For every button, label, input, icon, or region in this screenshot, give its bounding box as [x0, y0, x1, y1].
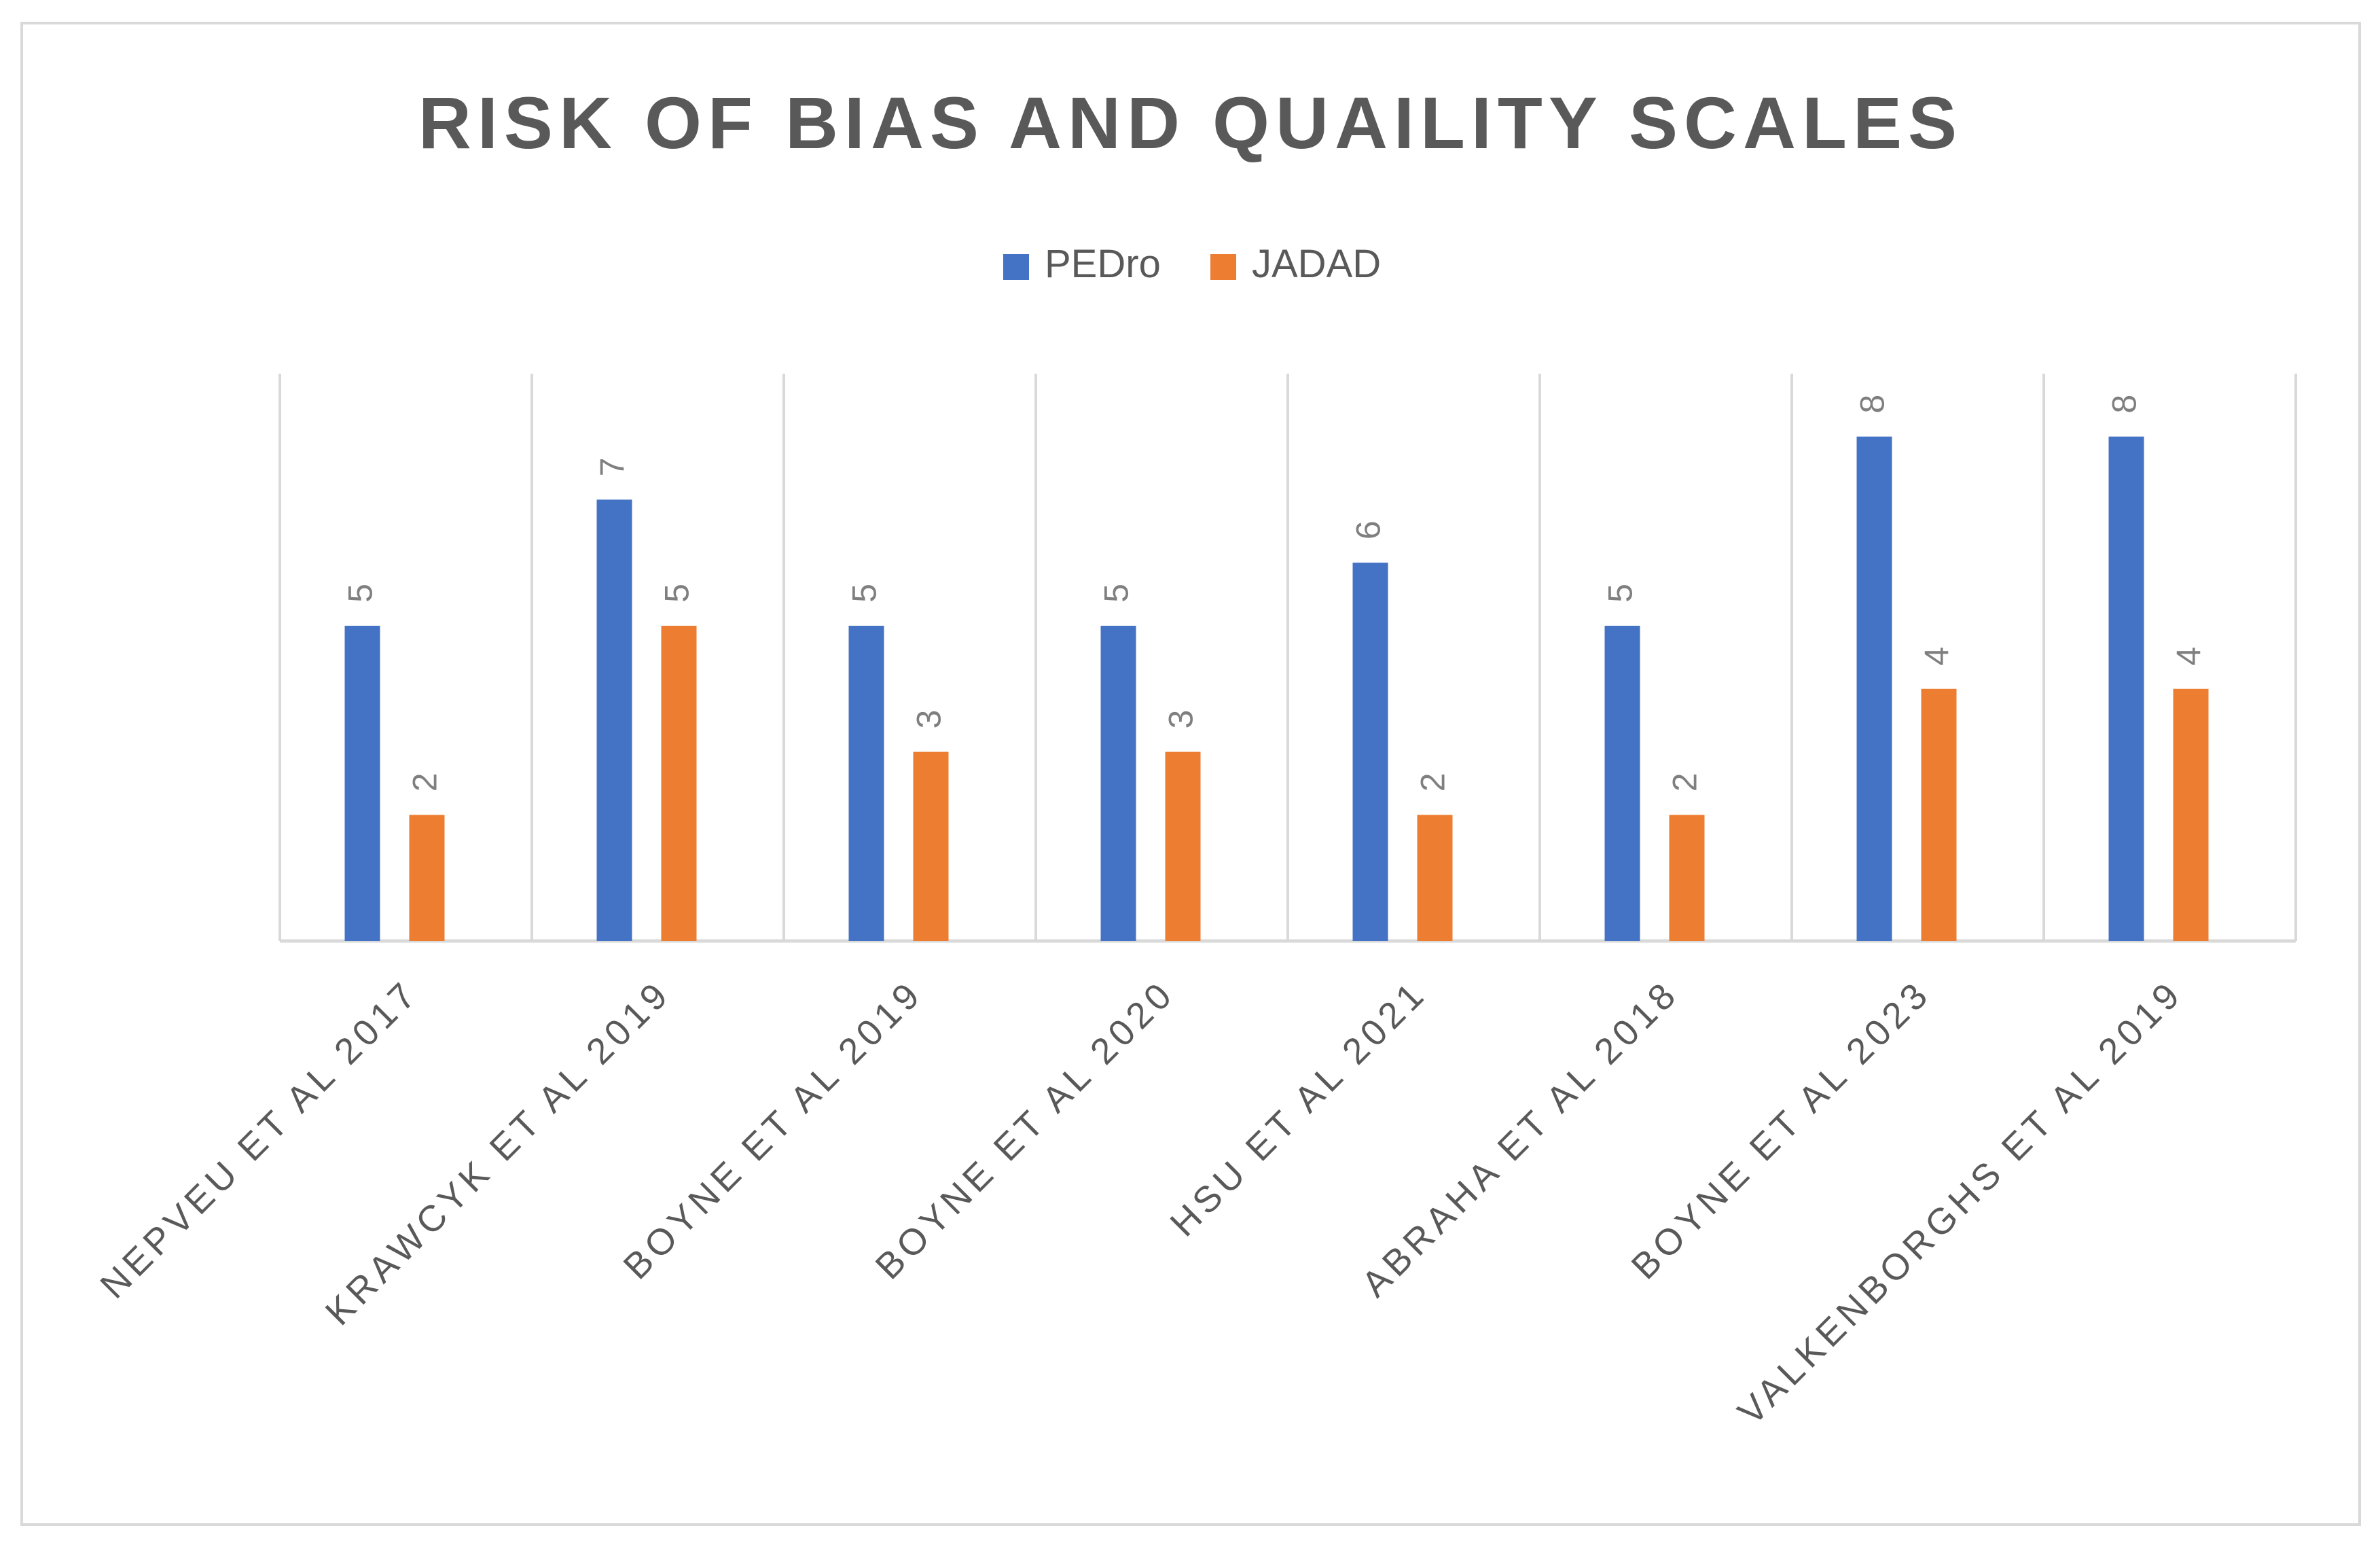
data-label-pedro: 6	[1350, 520, 1388, 539]
bar-jadad	[1165, 751, 1201, 941]
bar-pedro	[344, 626, 380, 941]
data-label-pedro: 5	[342, 584, 380, 603]
legend: PEDro JADAD	[1003, 242, 1381, 286]
data-label-jadad: 2	[406, 772, 444, 792]
data-label-jadad: 3	[1162, 710, 1200, 729]
data-labels: 5 2 7 5 5 3 5 3 6 2 5 2 8 4 8 4	[342, 395, 2208, 792]
bar-jadad	[661, 626, 697, 941]
bar-jadad	[1669, 815, 1705, 941]
data-label-pedro: 5	[846, 584, 884, 603]
data-label-jadad: 5	[658, 584, 696, 603]
data-label-pedro: 7	[594, 457, 632, 476]
bar-jadad	[913, 751, 949, 941]
data-label-pedro: 5	[1602, 584, 1640, 603]
bar-jadad	[1417, 815, 1453, 941]
legend-label-jadad: JADAD	[1252, 242, 1381, 286]
chart-title: RISK OF BIAS AND QUAILITY SCALES	[418, 82, 1963, 164]
bars	[344, 436, 2209, 941]
bar-pedro	[1100, 626, 1136, 941]
data-label-jadad: 4	[1918, 647, 1956, 666]
bar-pedro	[2108, 436, 2144, 941]
bar-pedro	[1352, 563, 1388, 941]
bar-jadad	[1921, 688, 1957, 941]
data-label-pedro: 5	[1098, 584, 1136, 603]
bar-jadad	[409, 815, 445, 941]
data-label-jadad: 4	[2170, 647, 2208, 666]
bar-pedro	[1856, 436, 1892, 941]
data-label-jadad: 2	[1414, 772, 1452, 792]
legend-swatch-jadad	[1210, 254, 1236, 280]
legend-swatch-pedro	[1003, 254, 1029, 280]
data-label-pedro: 8	[2106, 395, 2144, 414]
data-label-pedro: 8	[1854, 395, 1892, 414]
bar-pedro	[848, 626, 884, 941]
bar-jadad	[2173, 688, 2209, 941]
data-label-jadad: 2	[1666, 772, 1704, 792]
legend-label-pedro: PEDro	[1045, 242, 1161, 286]
bar-pedro	[596, 499, 632, 941]
bar-pedro	[1604, 626, 1640, 941]
data-label-jadad: 3	[910, 710, 948, 729]
